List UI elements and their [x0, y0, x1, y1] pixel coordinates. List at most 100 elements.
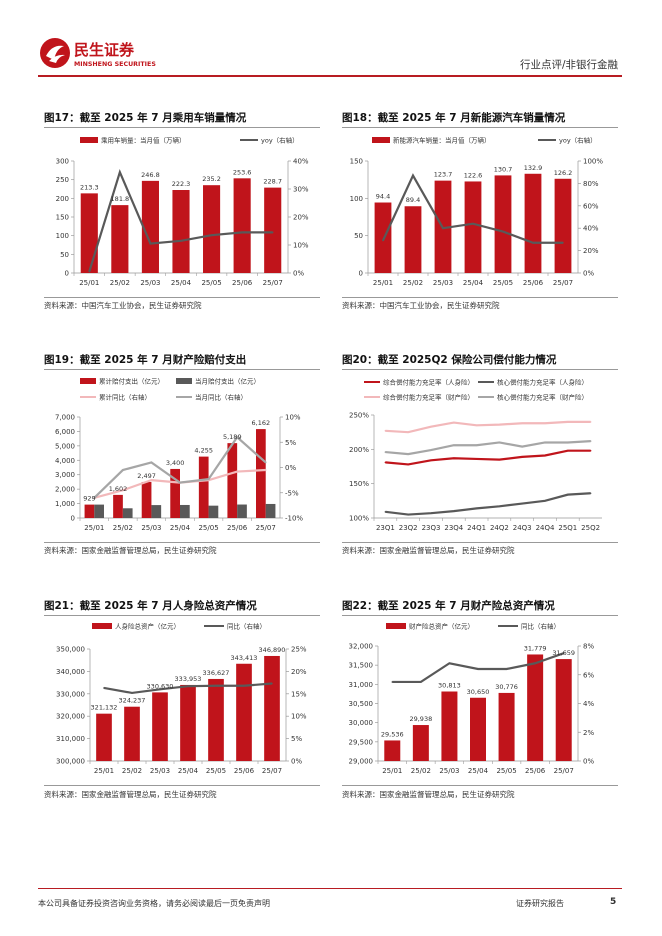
- y-tick-label-2-5: 5,000: [55, 442, 75, 450]
- x-tick-label-3-6: 24Q3: [513, 524, 532, 532]
- y-tick-label-4-3: 330,000: [56, 690, 85, 698]
- line-point-3-3-3: [453, 444, 455, 447]
- line-point-3-2-1: [407, 431, 409, 433]
- bar-5-0-2: [441, 691, 458, 761]
- fig17-title: 图17：截至 2025 年 7 月乘用车销量情况: [44, 112, 247, 124]
- data-label-5-0-0: 29,536: [381, 730, 404, 738]
- line-point-5-1-4: [505, 668, 508, 670]
- x-tick-label-4-4: 25/05: [206, 767, 226, 775]
- line-point-3-3-0: [384, 451, 387, 453]
- y-tick-label-2-1: 1,000: [55, 500, 75, 508]
- line-point-5-1-6: [562, 652, 565, 654]
- line-point-2-3-6: [264, 461, 267, 464]
- bar-5-0-4: [498, 692, 515, 761]
- legend-swatch-0-0: [80, 137, 98, 143]
- line-point-3-2-3: [453, 421, 455, 424]
- line-point-3-2-2: [430, 425, 432, 428]
- bar-4-0-6: [264, 655, 280, 761]
- line-point-5-1-2: [448, 662, 451, 665]
- bar-0-0-2: [141, 180, 159, 273]
- bar-1-0-6: [554, 178, 572, 273]
- x-tick-label-3-5: 24Q2: [490, 524, 509, 532]
- fig21-source: 资料来源：国家金融监督管理总局，民生证券研究院: [44, 790, 217, 799]
- y-tick-label-1-1: 50: [354, 232, 363, 240]
- x-tick-label-4-3: 25/04: [178, 767, 199, 775]
- x-tick-label-2-1: 25/02: [113, 524, 133, 532]
- bar-2-1-1: [122, 508, 133, 518]
- line-point-4-1-2: [159, 688, 161, 691]
- line-point-2-2-6: [264, 469, 267, 471]
- x-tick-label-5-6: 25/07: [554, 767, 574, 775]
- data-label-2-0-3: 3,400: [166, 459, 185, 467]
- line-point-0-1-6: [271, 231, 274, 234]
- data-label-4-0-2: 330,630: [147, 682, 174, 690]
- data-label-1-0-6: 126.2: [554, 169, 573, 177]
- bar-2-0-1: [113, 494, 123, 518]
- line-point-1-1-1: [412, 174, 414, 177]
- line-point-3-1-5: [498, 505, 501, 508]
- x-tick-label-3-0: 23Q1: [376, 524, 395, 532]
- footer-report-type: 证券研究报告: [516, 899, 564, 908]
- y-tick-label-4-4: 340,000: [56, 668, 85, 676]
- data-label-0-0-4: 235.2: [202, 175, 221, 183]
- line-point-0-1-4: [210, 234, 213, 236]
- y-tick-label-5-0: 29,000: [349, 758, 374, 766]
- y-tick-label-4-0: 300,000: [56, 758, 85, 766]
- line-point-2-2-5: [236, 470, 238, 473]
- report-category: 行业点评/非银行金融: [519, 59, 618, 71]
- data-label-2-0-4: 4,255: [194, 447, 213, 455]
- y-tick-label-0-0: 0: [65, 270, 69, 278]
- fig22-title-rule: [342, 615, 618, 616]
- line-point-1-1-3: [472, 222, 474, 225]
- fig22-source: 资料来源：国家金融监督管理总局，民生证券研究院: [342, 790, 515, 799]
- fig20-source-rule: [342, 542, 618, 543]
- line-point-3-2-8: [567, 421, 569, 423]
- bar-2-0-0: [84, 504, 95, 518]
- brand-name-en: MINSHENG SECURITIES: [74, 61, 156, 68]
- y-tick-label-0-1: 50: [60, 251, 69, 259]
- fig17-chart: 乘用车销量：当月值（万辆） yoy（右轴） 0 50 100 150 200 250 300 0%…: [56, 136, 309, 288]
- line-point-3-1-6: [521, 502, 523, 505]
- y2-tick-label-2-3: 5%: [285, 439, 296, 447]
- line-point-1-1-6: [562, 241, 564, 244]
- data-label-1-0-1: 89.4: [406, 196, 420, 204]
- line-point-2-2-2: [150, 479, 153, 481]
- line-point-3-1-8: [567, 493, 569, 496]
- data-label-0-0-6: 228.7: [263, 178, 282, 186]
- y2-tick-label-0-2: 20%: [293, 214, 309, 222]
- bar-2-0-6: [256, 429, 266, 518]
- line-point-1-1-5: [532, 241, 534, 244]
- y2-tick-label-1-5: 100%: [583, 158, 603, 166]
- legend-label-3-3: 核心偿付能力充足率（财产险）: [497, 393, 588, 402]
- bar-2-0-2: [141, 481, 152, 518]
- data-label-5-0-1: 29,938: [409, 715, 432, 723]
- x-tick-label-5-1: 25/02: [411, 767, 431, 775]
- brand-name-cn: 民生证券: [74, 41, 135, 59]
- y-tick-label-3-1: 150%: [349, 480, 369, 488]
- legend-label-1-0: 新能源汽车销量：当月值（万辆）: [393, 136, 491, 145]
- data-label-0-0-3: 222.3: [172, 180, 191, 188]
- series-line-3-2: [385, 420, 591, 434]
- y2-tick-label-2-1: -5%: [285, 489, 299, 497]
- y-tick-label-5-1: 29,500: [349, 738, 374, 746]
- bar-4-0-0: [96, 713, 112, 761]
- x-tick-label-5-2: 25/03: [439, 767, 459, 775]
- fig17-source: 资料来源：中国汽车工业协会，民生证券研究院: [44, 301, 202, 310]
- bar-0-0-5: [233, 178, 251, 273]
- x-tick-label-3-2: 23Q3: [422, 524, 441, 532]
- bar-0-0-6: [264, 187, 282, 273]
- legend-label-5-1: 同比（右轴）: [521, 622, 560, 631]
- y-tick-label-4-2: 320,000: [56, 713, 85, 721]
- fig22-chart: 财产险总资产（亿元） 同比（右轴） 29,000 29,500 30,000 30,500…: [349, 622, 595, 776]
- data-label-0-0-5: 253.6: [233, 168, 252, 176]
- fig18-chart: 新能源汽车销量：当月值（万辆） yoy（右轴） 0 50 100 150 0% 20% 40% 6…: [350, 136, 604, 288]
- data-label-5-0-6: 31,659: [552, 649, 575, 657]
- data-label-4-0-4: 336,627: [203, 669, 230, 677]
- line-point-3-0-3: [453, 457, 455, 460]
- y2-tick-label-4-3: 15%: [291, 690, 307, 698]
- data-label-1-0-4: 130.7: [494, 165, 513, 173]
- y2-tick-label-5-0: 0%: [583, 758, 594, 766]
- line-point-5-1-3: [477, 668, 479, 670]
- x-tick-label-0-5: 25/06: [232, 279, 253, 287]
- fig20-source: 资料来源：国家金融监督管理总局，民生证券研究院: [342, 546, 515, 555]
